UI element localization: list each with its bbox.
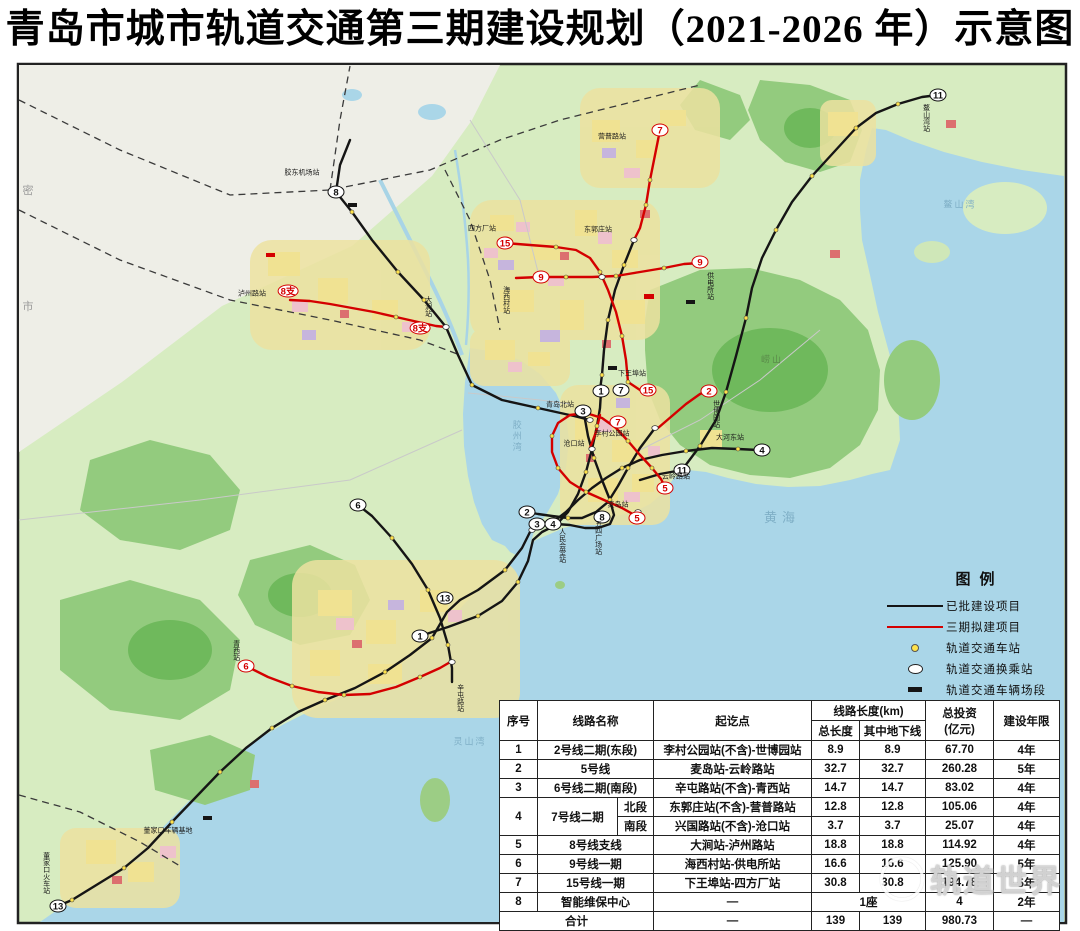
table-row: 8 智能维保中心 —1座 4 2年 (499, 892, 1060, 912)
col-total-length: 总长度 (811, 720, 860, 741)
road-lines (18, 119, 821, 521)
table-row: 7 15号线一期 下王埠站-四方厂站 30.8 30.8 194.78 5年 (499, 873, 1060, 893)
info-table: 序号 线路名称 起讫点 线路长度(km) 总投资 (亿元) 建设年限 总长度 其中… (499, 700, 1060, 931)
legend-item-label: 三期拟建项目 (946, 621, 1021, 634)
col-no: 序号 (499, 700, 538, 741)
table-row: 南段 兴国路站(不含)-沧口站 3.7 3.7 25.07 4年 (500, 816, 1060, 836)
table-total-row: 合计 —139 139 980.73— (499, 911, 1060, 931)
table-row: 1 2号线二期(东段) 李村公园站(不含)-世博园站 8.9 8.9 67.70 4年 (499, 740, 1060, 760)
table-row: 4 7号线二期 北段 东郭庄站(不含)-营普路站 12.8 12.8 105.06 4年 (499, 797, 1060, 836)
depot-symbols (203, 203, 695, 820)
river-2 (453, 149, 470, 346)
railway-dashed-lines (18, 65, 701, 867)
legend-item: 轨道交通车辆场段 (884, 679, 1066, 700)
legend-rect-black-icon (884, 687, 946, 692)
line-13 (56, 526, 534, 908)
legend-item: 轨道交通车站 (884, 637, 1066, 658)
legend: 图例 已批建设项目三期拟建项目轨道交通车站轨道交通换乘站轨道交通车辆场段智能维保… (884, 568, 1066, 721)
legend-item-label: 轨道交通车辆场段 (946, 684, 1046, 697)
col-endpoints: 起讫点 (653, 700, 812, 741)
legend-item-label: 已批建设项目 (946, 600, 1021, 613)
legend-item-label: 轨道交通车站 (946, 642, 1021, 655)
col-name: 线路名称 (537, 700, 654, 741)
islands (420, 182, 1047, 822)
line-7-phase2-south (588, 413, 602, 450)
line-6-phase2-south (246, 659, 454, 697)
line-5 (550, 411, 667, 519)
col-length-group: 线路长度(km) (811, 700, 926, 721)
maintenance-center-symbol (644, 294, 654, 299)
legend-title: 图例 (955, 571, 1004, 588)
page-title: 青岛市城市轨道交通第三期建设规划（2021-2026 年）示意图 (5, 8, 1075, 51)
legend-oval-icon (884, 663, 946, 674)
legend-line-red-icon (884, 625, 946, 628)
table-row: 2 5号线 麦岛站-云岭路站 32.7 32.7 260.28 5年 (499, 759, 1060, 779)
legend-item: 轨道交通换乘站 (884, 658, 1066, 679)
table-row: 6 9号线一期 海西村站-供电所站 16.6 16.6 125.90 5年 (499, 854, 1060, 874)
table-header-row-1: 序号 线路名称 起讫点 线路长度(km) 总投资 (亿元) 建设年限 (499, 700, 1060, 741)
legend-item: 已批建设项目 (884, 595, 1066, 616)
legend-line-black-icon (884, 604, 946, 607)
col-years: 建设年限 (993, 700, 1060, 741)
legend-dot-icon (884, 643, 946, 652)
col-underground: 其中地下线 (859, 720, 926, 741)
table-row: 5 8号线支线 大涧站-泸州路站 18.8 18.8 114.92 4年 (499, 835, 1060, 855)
legend-item-label: 轨道交通换乘站 (946, 663, 1034, 676)
line-7-phase2-north (632, 128, 662, 242)
legend-item: 三期拟建项目 (884, 616, 1066, 637)
col-investment: 总投资 (亿元) (925, 700, 994, 741)
table-row: 3 6号线二期(南段) 辛屯路站(不含)-青西站 14.7 14.7 83.02 4年 (499, 778, 1060, 798)
mountain-dark (128, 108, 836, 680)
